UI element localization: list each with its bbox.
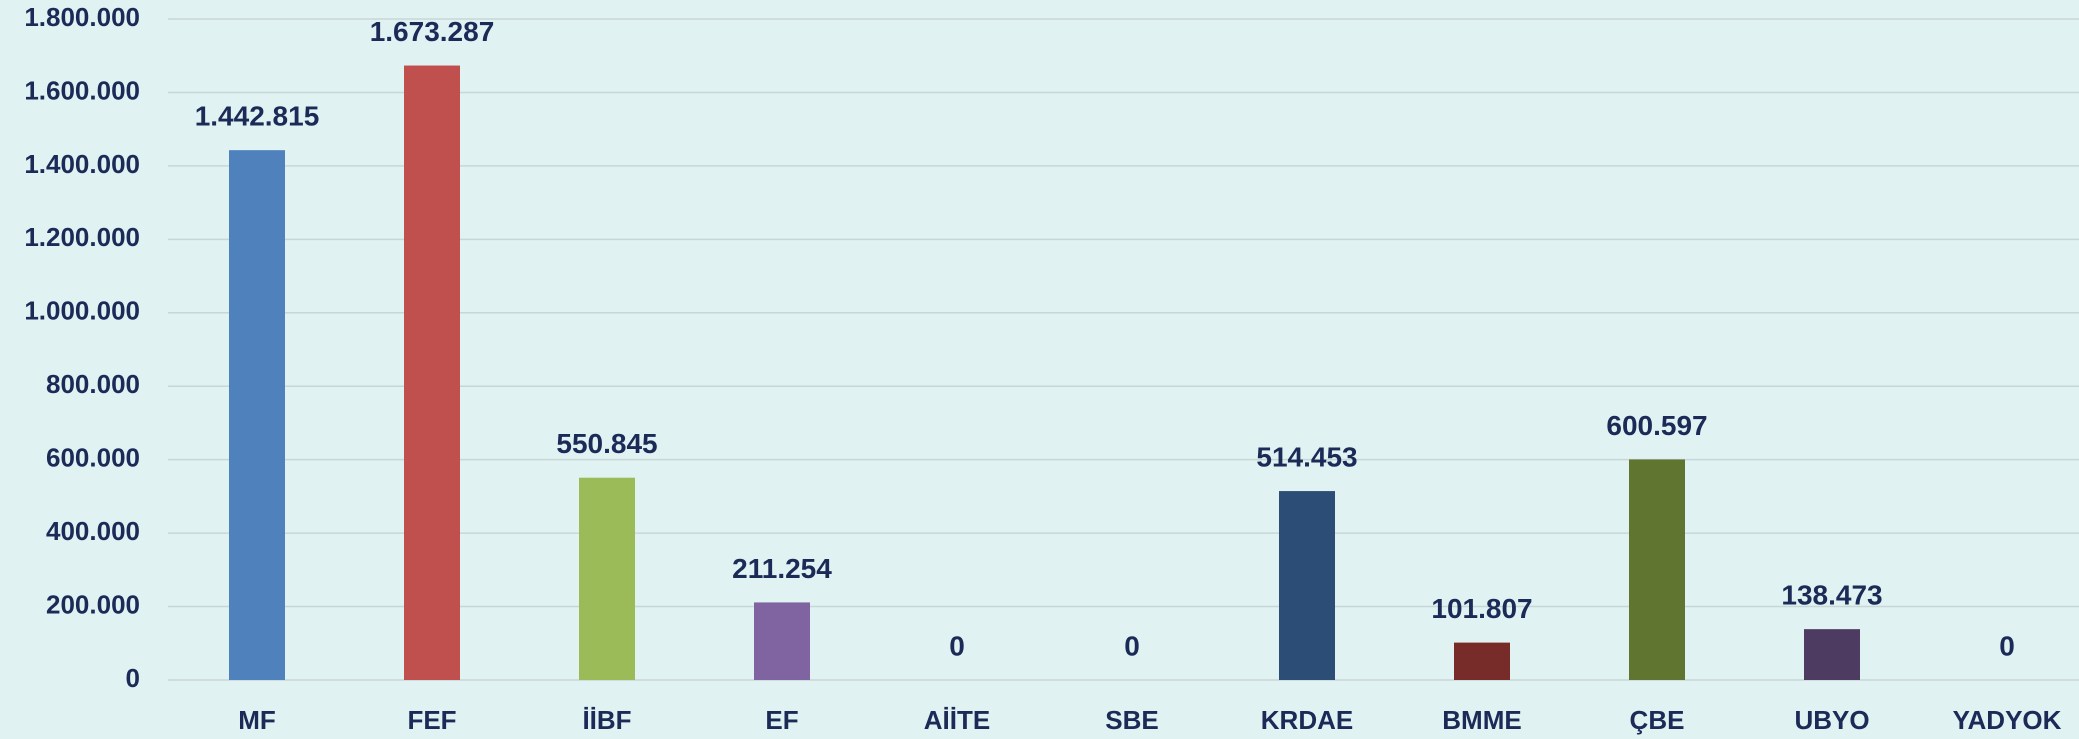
bar — [754, 602, 810, 680]
bar — [1279, 491, 1335, 680]
y-tick-label: 600.000 — [46, 443, 140, 473]
data-label: 1.673.287 — [370, 16, 495, 47]
y-tick-label: 400.000 — [46, 516, 140, 546]
data-label: 0 — [1124, 630, 1140, 661]
y-tick-label: 1.000.000 — [24, 296, 140, 326]
x-tick-label: İİBF — [582, 705, 631, 735]
bar — [1629, 459, 1685, 680]
y-tick-label: 1.400.000 — [24, 149, 140, 179]
data-label: 514.453 — [1256, 441, 1357, 472]
y-tick-label: 1.800.000 — [24, 2, 140, 32]
data-label: 211.254 — [732, 553, 832, 584]
data-label: 0 — [1999, 630, 2015, 661]
y-tick-label: 800.000 — [46, 369, 140, 399]
x-tick-label: KRDAE — [1261, 705, 1353, 735]
data-label: 550.845 — [556, 428, 657, 459]
bar — [1454, 642, 1510, 680]
data-label: 1.442.815 — [195, 101, 320, 132]
x-tick-label: MF — [238, 705, 276, 735]
x-tick-label: YADYOK — [1953, 705, 2062, 735]
bar — [579, 477, 635, 680]
x-tick-label: FEF — [407, 705, 456, 735]
data-label: 101.807 — [1431, 593, 1532, 624]
x-tick-label: UBYO — [1794, 705, 1869, 735]
x-tick-label: BMME — [1442, 705, 1521, 735]
bar — [404, 65, 460, 680]
x-tick-label: EF — [765, 705, 798, 735]
x-tick-label: ÇBE — [1630, 705, 1685, 735]
y-tick-label: 0 — [126, 663, 140, 693]
x-tick-label: AİİTE — [924, 705, 990, 735]
x-tick-label: SBE — [1105, 705, 1158, 735]
y-tick-label: 1.200.000 — [24, 222, 140, 252]
data-label: 0 — [949, 630, 965, 661]
bar — [1804, 629, 1860, 680]
y-tick-label: 1.600.000 — [24, 75, 140, 105]
data-label: 138.473 — [1781, 580, 1882, 611]
data-label: 600.597 — [1606, 410, 1707, 441]
y-tick-label: 200.000 — [46, 589, 140, 619]
bar — [229, 150, 285, 681]
